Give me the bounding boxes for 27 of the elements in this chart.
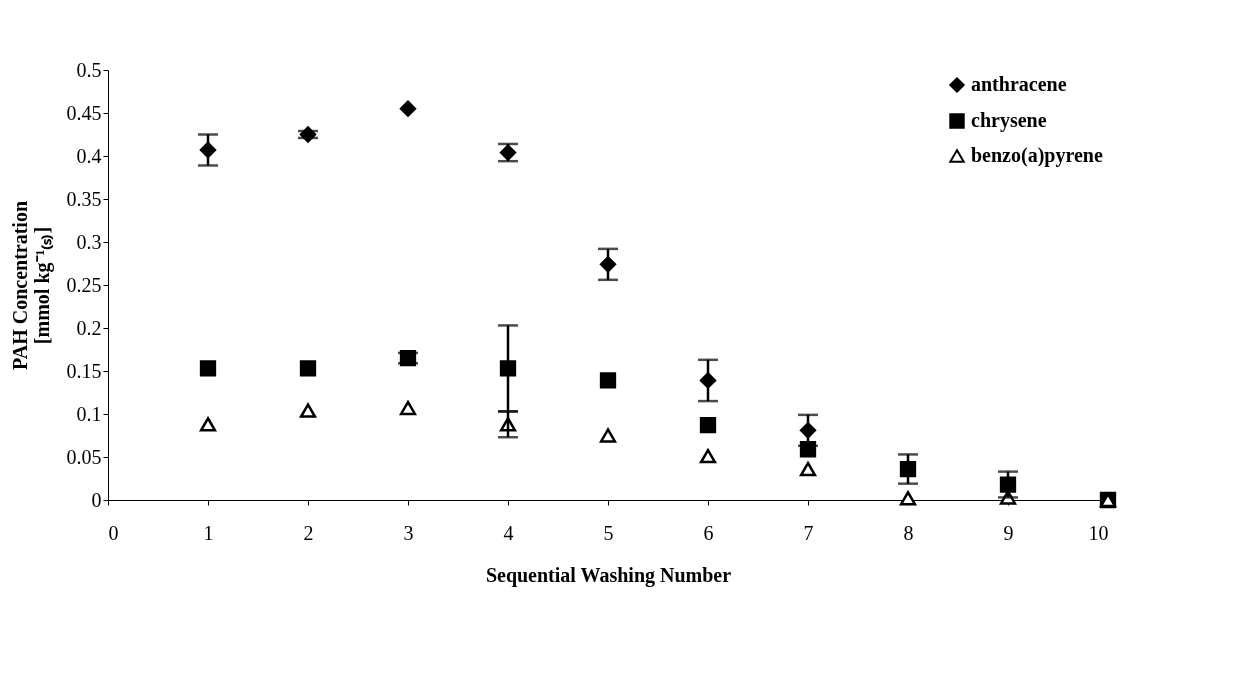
x-tick-label: 2 [303,521,314,544]
legend-label: benzo(a)pyrene [971,144,1103,167]
y-tick-label: 0.45 [66,101,102,124]
x-tick-label: 7 [803,521,814,544]
legend-label: anthracene [971,73,1067,95]
x-tick-label: 9 [1003,521,1014,544]
x-tick-label: 5 [603,521,614,544]
legend-label: chrysene [971,109,1047,132]
y-tick-label: 0.15 [66,359,102,382]
y-tick-label: 0 [91,488,102,511]
y-tick-label: 0.5 [76,58,102,81]
x-tick-label: 1 [203,521,214,544]
y-tick-label: 0.05 [66,445,102,468]
y-tick-label: 0.1 [76,402,102,425]
y-tick-label: 0.25 [66,273,102,296]
x-tick-label: 6 [703,521,714,544]
x-tick-label: 4 [503,521,514,544]
x-tick-label: 0 [108,521,119,544]
x-tick-label: 3 [403,521,414,544]
y-tick-label: 0.4 [76,144,102,167]
y-tick-label: 0.2 [76,316,102,339]
y-tick-label: 0.3 [76,230,102,253]
y-axis-title: PAH Concentration [mmol kg⁻¹₍ₛ₎] [8,200,54,371]
y-tick-label: 0.35 [66,187,102,210]
x-tick-label: 8 [903,521,914,544]
x-tick-label: 10 [1088,521,1109,544]
x-axis-title: Sequential Washing Number [485,563,732,587]
